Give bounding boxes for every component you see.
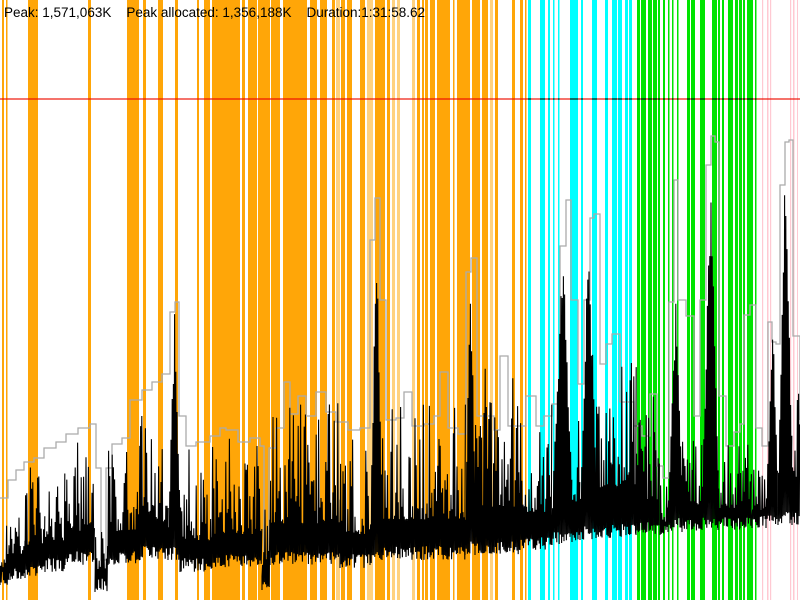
event-bar — [417, 0, 420, 600]
event-bar — [242, 0, 245, 600]
event-bar — [581, 0, 583, 600]
event-bar — [762, 0, 764, 600]
event-bar — [197, 0, 199, 600]
event-bar — [271, 0, 280, 600]
event-bar — [637, 0, 640, 600]
event-bar — [648, 0, 652, 600]
event-bar — [592, 0, 597, 600]
peak-stat: Peak: 1,571,063K — [4, 5, 112, 20]
event-bar — [412, 0, 415, 600]
event-bar — [525, 0, 527, 600]
event-bar — [28, 0, 38, 600]
event-bar — [453, 0, 455, 600]
event-bar — [127, 0, 139, 600]
event-bar — [528, 0, 531, 600]
event-bar — [687, 0, 690, 600]
event-bar — [320, 0, 327, 600]
event-bar — [175, 0, 178, 600]
event-bar — [490, 0, 493, 600]
event-bar — [520, 0, 523, 600]
stats-header: Peak: 1,571,063K Peak allocated: 1,356,18… — [4, 5, 440, 20]
event-bar — [422, 0, 424, 600]
event-bar — [336, 0, 340, 600]
event-bar — [722, 0, 724, 600]
event-bar — [743, 0, 745, 600]
event-bar — [88, 0, 91, 600]
event-bar — [258, 0, 270, 600]
event-bar — [668, 0, 670, 600]
event-bar — [472, 0, 480, 600]
event-bar — [6, 0, 8, 600]
event-bar — [612, 0, 617, 600]
event-bar — [204, 0, 210, 600]
event-bar — [605, 0, 608, 600]
event-bar — [641, 0, 646, 600]
event-bar — [658, 0, 660, 600]
memory-usage-trace — [0, 195, 800, 592]
event-bar — [248, 0, 257, 600]
event-bar — [653, 0, 657, 600]
event-bar — [629, 0, 632, 600]
event-bar — [755, 0, 757, 600]
peak-envelope-line — [0, 135, 800, 561]
event-bar — [553, 0, 555, 600]
event-bar — [691, 0, 695, 600]
event-bar — [739, 0, 742, 600]
event-bar — [2, 0, 4, 600]
event-bar — [425, 0, 428, 600]
event-bar — [770, 0, 772, 600]
event-bar — [767, 0, 769, 600]
event-bar — [495, 0, 498, 600]
event-bar — [332, 0, 335, 600]
event-bar — [558, 0, 560, 600]
event-bar — [540, 0, 545, 600]
event-bar — [793, 0, 795, 600]
event-bar — [548, 0, 550, 600]
event-bar — [143, 0, 146, 600]
event-bar — [663, 0, 665, 600]
event-bar — [430, 0, 435, 600]
event-bar — [482, 0, 488, 600]
event-bar — [392, 0, 395, 600]
event-bar — [790, 0, 792, 600]
event-bar — [735, 0, 738, 600]
event-bar — [625, 0, 628, 600]
event-bar — [360, 0, 365, 600]
event-bar — [618, 0, 622, 600]
event-bar — [672, 0, 674, 600]
event-bar — [712, 0, 717, 600]
duration-stat: Duration:1:31:58.62 — [306, 5, 426, 20]
event-bar — [728, 0, 733, 600]
event-bar — [310, 0, 317, 600]
peak-line — [0, 98, 800, 100]
event-bar — [387, 0, 390, 600]
event-bar — [457, 0, 470, 600]
event-bar — [341, 0, 345, 600]
event-bar — [797, 0, 798, 600]
peak-allocated-stat: Peak allocated: 1,356,188K — [126, 5, 292, 20]
event-bar — [747, 0, 753, 600]
event-bar — [397, 0, 400, 600]
event-bar — [158, 0, 163, 600]
event-bar — [512, 0, 515, 600]
event-bar — [347, 0, 352, 600]
